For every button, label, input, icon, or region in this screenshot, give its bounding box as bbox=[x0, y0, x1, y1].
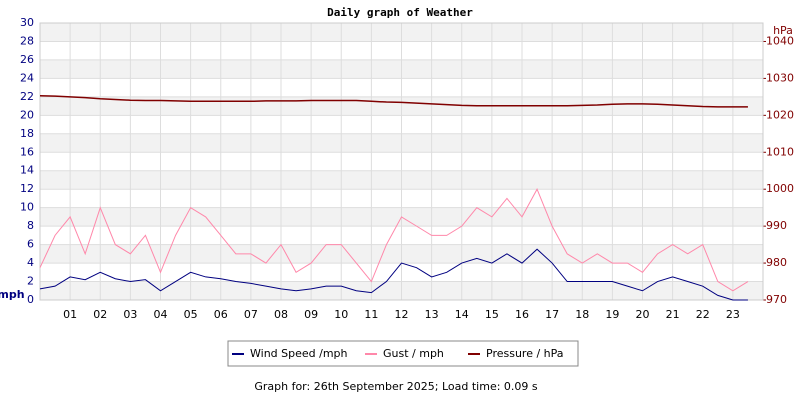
y-axis-label: mph bbox=[0, 288, 25, 301]
chart-title: Daily graph of Weather bbox=[327, 6, 473, 19]
y2-tick-label: 1020 bbox=[766, 108, 794, 121]
x-tick-label: 15 bbox=[485, 308, 499, 321]
y-tick-label: 20 bbox=[20, 108, 34, 121]
y-tick-label: 16 bbox=[20, 145, 34, 158]
y-tick-label: 22 bbox=[20, 90, 34, 103]
y2-tick-label: 1000 bbox=[766, 182, 794, 195]
series-line bbox=[39, 188, 749, 292]
series-line bbox=[39, 248, 748, 301]
y-tick-label: 28 bbox=[20, 34, 34, 47]
x-tick-label: 11 bbox=[364, 308, 378, 321]
x-tick-label: 01 bbox=[63, 308, 77, 321]
x-tick-label: 19 bbox=[605, 308, 619, 321]
legend-label: Pressure / hPa bbox=[486, 347, 564, 360]
x-tick-label: 09 bbox=[304, 308, 318, 321]
x-tick-label: 21 bbox=[666, 308, 680, 321]
x-tick-label: 23 bbox=[726, 308, 740, 321]
y-tick-label: 6 bbox=[27, 238, 34, 251]
x-tick-label: 22 bbox=[696, 308, 710, 321]
x-tick-label: 07 bbox=[244, 308, 258, 321]
x-tick-label: 03 bbox=[123, 308, 137, 321]
plot-frame bbox=[39, 22, 764, 301]
x-tick-label: 18 bbox=[575, 308, 589, 321]
x-tick-label: 10 bbox=[334, 308, 348, 321]
y2-tick-label: 990 bbox=[766, 219, 787, 232]
y2-axis-label: hPa bbox=[773, 24, 793, 37]
series-line bbox=[39, 95, 748, 108]
x-tick-label: 08 bbox=[274, 308, 288, 321]
y-tick-label: 18 bbox=[20, 127, 34, 140]
x-tick-label: 14 bbox=[455, 308, 469, 321]
y2-tick-label: 1040 bbox=[766, 34, 794, 47]
y2-tick-label: 980 bbox=[766, 256, 787, 269]
y-tick-label: 2 bbox=[27, 275, 34, 288]
legend-label: Wind Speed /mph bbox=[250, 347, 348, 360]
y2-tick-label: 1030 bbox=[766, 71, 794, 84]
y-tick-label: 14 bbox=[20, 164, 34, 177]
y-tick-label: 24 bbox=[20, 71, 34, 84]
x-tick-label: 16 bbox=[515, 308, 529, 321]
x-tick-label: 04 bbox=[154, 308, 168, 321]
x-tick-label: 06 bbox=[214, 308, 228, 321]
x-tick-label: 20 bbox=[636, 308, 650, 321]
y-tick-label: 0 bbox=[27, 293, 34, 306]
legend-label: Gust / mph bbox=[383, 347, 444, 360]
x-tick-label: 13 bbox=[425, 308, 439, 321]
y-tick-label: 8 bbox=[27, 219, 34, 232]
y2-tick-label: 1010 bbox=[766, 145, 794, 158]
x-tick-label: 02 bbox=[93, 308, 107, 321]
y-tick-label: 26 bbox=[20, 53, 34, 66]
y-tick-label: 12 bbox=[20, 182, 34, 195]
x-tick-label: 05 bbox=[184, 308, 198, 321]
y-tick-label: 30 bbox=[20, 16, 34, 29]
y-tick-label: 10 bbox=[20, 201, 34, 214]
x-tick-label: 17 bbox=[545, 308, 559, 321]
x-tick-label: 12 bbox=[395, 308, 409, 321]
footer: Graph for: 26th September 2025; Load tim… bbox=[254, 380, 538, 393]
y-tick-label: 4 bbox=[27, 256, 34, 269]
y2-tick-label: 970 bbox=[766, 293, 787, 306]
legend-box bbox=[227, 340, 579, 367]
